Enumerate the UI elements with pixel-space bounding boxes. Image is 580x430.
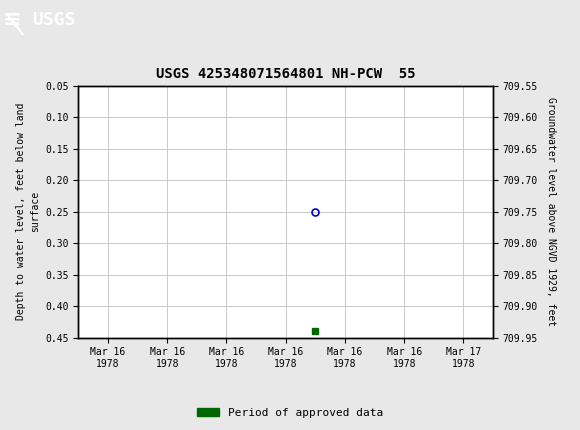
Text: ≡: ≡ bbox=[3, 10, 21, 31]
Y-axis label: Depth to water level, feet below land
surface: Depth to water level, feet below land su… bbox=[16, 103, 39, 320]
Y-axis label: Groundwater level above NGVD 1929, feet: Groundwater level above NGVD 1929, feet bbox=[546, 97, 556, 326]
Text: USGS: USGS bbox=[32, 12, 75, 29]
Title: USGS 425348071564801 NH-PCW  55: USGS 425348071564801 NH-PCW 55 bbox=[156, 67, 415, 81]
Legend: Period of approved data: Period of approved data bbox=[193, 403, 387, 422]
